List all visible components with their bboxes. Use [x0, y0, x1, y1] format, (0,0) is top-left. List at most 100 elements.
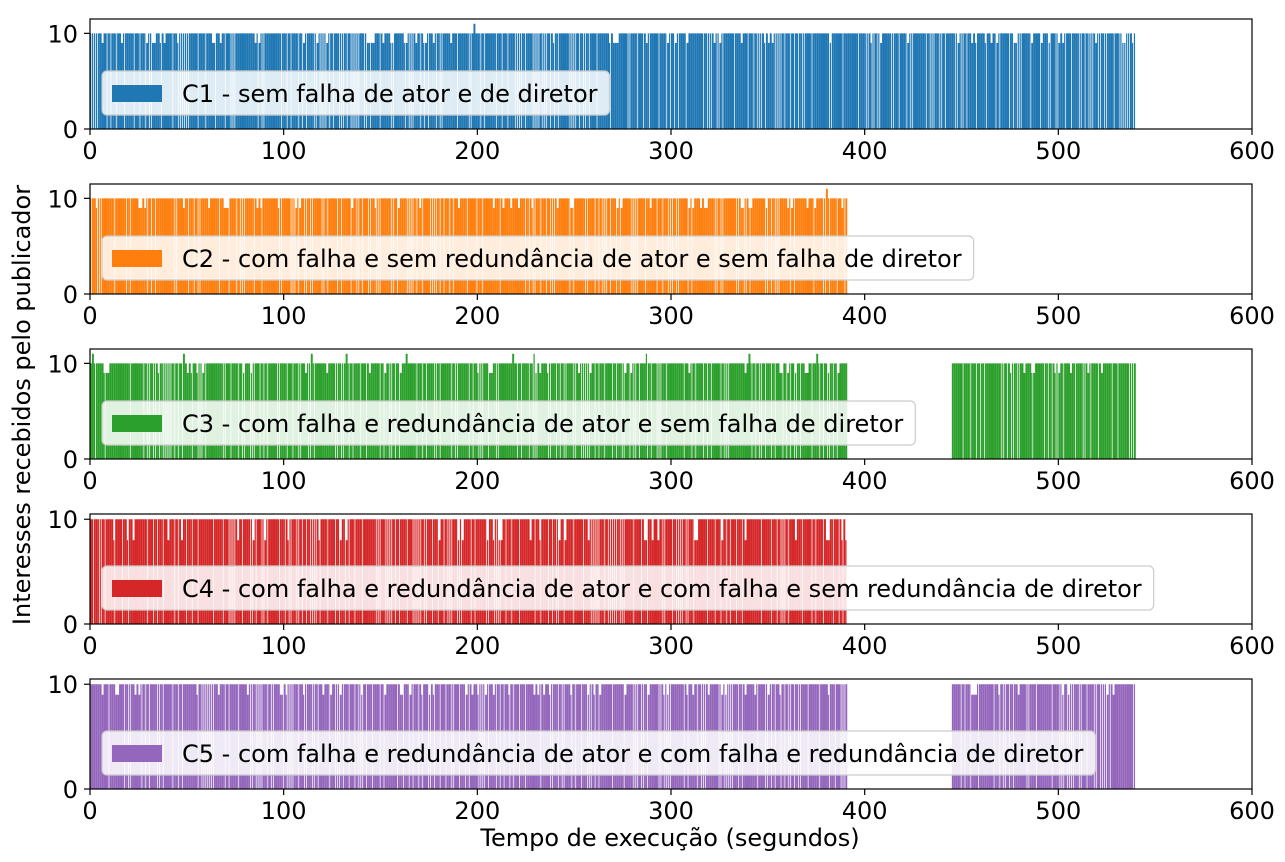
x-axis-label: Tempo de execução (segundos)	[479, 824, 859, 852]
bar	[1124, 684, 1127, 789]
bar	[717, 33, 719, 129]
bar	[818, 33, 821, 129]
bar	[1056, 33, 1058, 129]
bar	[676, 33, 679, 129]
bar	[750, 33, 753, 129]
bar	[920, 33, 923, 129]
bar	[1114, 684, 1117, 789]
bar	[1019, 33, 1021, 129]
bar	[870, 42, 872, 129]
bar	[671, 33, 673, 129]
bar	[680, 33, 683, 129]
bar	[630, 33, 633, 129]
bar	[688, 33, 691, 129]
bar	[616, 42, 619, 129]
legend-label: C5 - com falha e redundância de ator e c…	[182, 740, 1084, 768]
legend: C5 - com falha e redundância de ator e c…	[101, 730, 1097, 776]
bar	[988, 33, 991, 129]
bar	[1129, 363, 1132, 459]
bar	[775, 33, 777, 129]
bar	[624, 33, 627, 129]
bar	[957, 42, 960, 129]
bar	[963, 33, 966, 129]
bar	[918, 33, 921, 129]
bar	[932, 33, 934, 129]
bar	[97, 519, 99, 624]
bar	[1004, 33, 1007, 129]
bar	[1035, 363, 1038, 459]
bar	[1112, 33, 1114, 129]
bar	[661, 33, 664, 129]
bar	[95, 519, 98, 624]
bar	[975, 363, 977, 459]
bar	[95, 363, 98, 459]
bar	[1075, 363, 1078, 459]
bar	[812, 33, 815, 129]
bar	[856, 33, 859, 129]
bar	[1027, 33, 1030, 129]
bar	[771, 42, 774, 129]
bar	[976, 33, 979, 129]
bar	[696, 33, 699, 129]
bar	[810, 33, 812, 129]
bar	[95, 33, 98, 129]
bar	[1128, 363, 1130, 459]
bar	[928, 33, 930, 129]
bar	[1007, 33, 1010, 129]
bar	[957, 363, 960, 459]
bar	[781, 33, 784, 129]
bar	[959, 33, 961, 129]
bar	[1079, 363, 1082, 459]
x-tick-label: 200	[454, 797, 500, 825]
bar	[698, 33, 701, 129]
legend-swatch	[112, 580, 162, 597]
bar	[787, 33, 790, 129]
bar	[1015, 42, 1017, 129]
bar	[793, 33, 795, 129]
bar	[622, 33, 625, 129]
bar	[734, 33, 737, 129]
bar	[1085, 33, 1088, 129]
bar	[715, 33, 717, 129]
bar	[1064, 33, 1066, 129]
y-tick-label: 10	[47, 671, 78, 699]
bar	[1083, 363, 1085, 459]
bar	[872, 33, 874, 129]
bar	[1131, 684, 1134, 789]
bar	[1079, 33, 1081, 129]
bar	[951, 363, 954, 459]
bar	[758, 33, 760, 129]
x-tick-label: 0	[82, 797, 97, 825]
bar	[1126, 33, 1128, 129]
bar	[756, 33, 758, 129]
bar	[701, 33, 704, 129]
bar	[1128, 684, 1130, 789]
bar	[93, 33, 96, 129]
bar	[641, 33, 644, 129]
bar	[649, 33, 652, 129]
bar	[1048, 42, 1050, 129]
bar	[905, 33, 907, 129]
bar	[980, 33, 983, 129]
bar	[880, 42, 883, 129]
bar	[1099, 33, 1101, 129]
bar	[971, 363, 974, 459]
x-tick-label: 500	[1035, 137, 1081, 165]
x-tick-label: 300	[648, 632, 694, 660]
y-tick-label: 0	[63, 446, 78, 474]
bar	[800, 33, 802, 129]
bar	[1081, 33, 1084, 129]
bar	[1126, 363, 1129, 459]
subplot-3: 0 100 200 300 400 500 600 0 10 C3 - com falha e r…	[47, 348, 1275, 495]
bar	[1122, 684, 1125, 789]
bar	[829, 42, 832, 129]
bar	[99, 519, 101, 624]
bar	[849, 33, 852, 129]
legend-frame	[101, 565, 1155, 611]
y-tick-label: 0	[63, 776, 78, 804]
bar	[732, 33, 735, 129]
bar	[674, 42, 677, 129]
bar	[994, 363, 997, 459]
bar	[969, 33, 972, 129]
bar	[752, 33, 754, 129]
